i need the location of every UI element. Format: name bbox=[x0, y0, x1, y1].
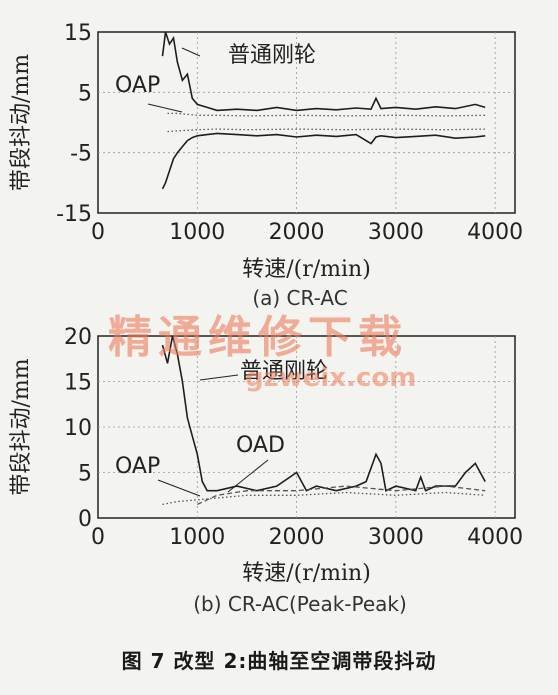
x-tick-label: 0 bbox=[91, 525, 105, 550]
y-tick-label: -15 bbox=[56, 202, 92, 227]
y-tick-label: -5 bbox=[70, 142, 92, 167]
chart-panel-b: 0 1000 2000 3000 4000 0 5 10 15 20 转速/(r/min) 带段抖动/… bbox=[9, 325, 523, 616]
y-tick-label: 10 bbox=[64, 416, 92, 441]
subplot-caption: (a) CR-AC bbox=[252, 286, 347, 310]
series-line bbox=[197, 485, 486, 505]
y-axis-label: 带段抖动/mm bbox=[9, 54, 34, 191]
y-tick-label: 20 bbox=[64, 325, 92, 350]
x-tick-label: 1000 bbox=[169, 525, 225, 550]
y-tick-label: 15 bbox=[64, 371, 92, 396]
chart-panel-a: 0 1000 2000 3000 4000 -15 -5 5 15 转速/(r/min) 带段抖动/… bbox=[9, 21, 523, 310]
subplot-caption: (b) CR-AC(Peak-Peak) bbox=[193, 592, 407, 616]
annotation-leader bbox=[181, 47, 201, 57]
y-tick-label: 5 bbox=[78, 81, 92, 106]
y-tick-label: 0 bbox=[78, 507, 92, 532]
annotation-label: OAD bbox=[236, 433, 285, 458]
x-tick-label: 2000 bbox=[269, 525, 325, 550]
y-tick-label: 15 bbox=[64, 21, 92, 46]
y-axis-label: 带段抖动/mm bbox=[9, 358, 34, 495]
series-line bbox=[167, 112, 486, 117]
series-line bbox=[161, 335, 486, 492]
x-tick-label: 0 bbox=[91, 220, 105, 245]
x-tick-label: 2000 bbox=[269, 220, 325, 245]
x-tick-label: 4000 bbox=[467, 525, 523, 550]
chart-canvas: 0 1000 2000 3000 4000-15-5515转速/(r/min)带段抖动/… bbox=[9, 21, 523, 616]
x-axis-label: 转速/(r/min) bbox=[242, 257, 371, 282]
annotation-leader bbox=[147, 103, 183, 113]
annotation-label: 普通刚轮 bbox=[240, 359, 328, 384]
annotation-leader bbox=[157, 479, 201, 497]
series-line bbox=[167, 128, 486, 133]
annotation-leader bbox=[199, 374, 239, 381]
series-line bbox=[161, 132, 486, 190]
annotation-label: OAP bbox=[115, 73, 160, 98]
annotation-label: OAP bbox=[115, 454, 160, 479]
x-tick-label: 1000 bbox=[169, 220, 225, 245]
watermark: 精通维修下载 bbox=[108, 312, 408, 363]
series-line bbox=[162, 491, 486, 506]
x-tick-label: 3000 bbox=[368, 220, 424, 245]
plot-frame bbox=[97, 31, 516, 214]
x-axis-label: 转速/(r/min) bbox=[242, 561, 371, 586]
annotation-label: 普通刚轮 bbox=[228, 43, 316, 68]
watermark-url: gzweix.com bbox=[245, 363, 416, 393]
series-line bbox=[161, 31, 486, 112]
x-tick-label: 4000 bbox=[467, 220, 523, 245]
figure-caption: 图 7 改型 2:曲轴至空调带段抖动 bbox=[121, 649, 437, 673]
annotation-leader bbox=[227, 459, 269, 493]
y-tick-label: 5 bbox=[78, 462, 92, 487]
x-tick-label: 3000 bbox=[368, 525, 424, 550]
